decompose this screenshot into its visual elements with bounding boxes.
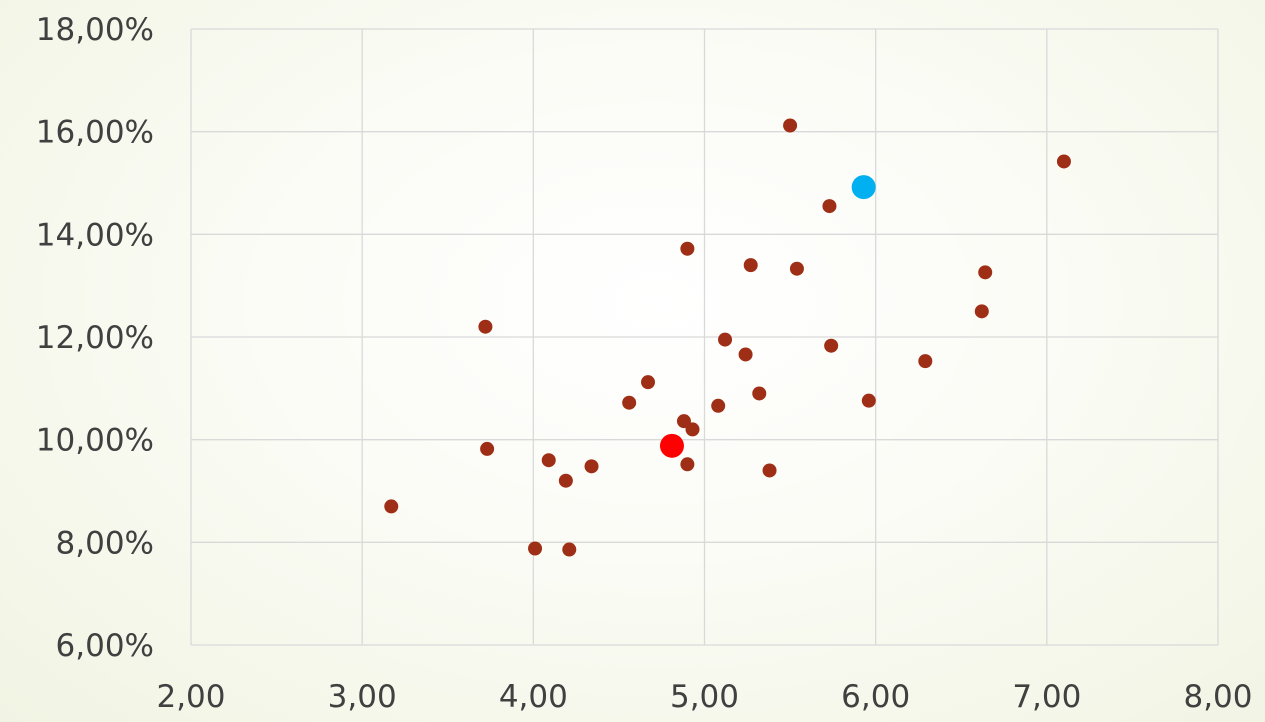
- data-point: [861, 393, 876, 408]
- data-point: [478, 319, 493, 334]
- data-point: [685, 422, 700, 437]
- data-point: [789, 261, 804, 276]
- y-tick-label: 16,00%: [36, 115, 154, 151]
- data-point: [783, 118, 798, 133]
- data-point: [528, 541, 543, 556]
- y-tick-label: 14,00%: [36, 217, 154, 253]
- y-tick-label: 8,00%: [56, 525, 154, 561]
- highlight-data-point: [851, 175, 876, 200]
- data-point: [584, 459, 599, 474]
- data-point: [824, 338, 839, 353]
- y-tick-label: 10,00%: [36, 423, 154, 459]
- data-point: [384, 499, 399, 514]
- tick-labels: 2,00 3,00 4,00 5,00 6,00 7,00 8,00 6,00% 8,00% 10…: [36, 12, 1253, 715]
- data-point: [974, 304, 989, 319]
- data-point: [541, 453, 556, 468]
- data-point: [480, 441, 495, 456]
- data-point: [718, 332, 733, 347]
- data-point: [680, 457, 695, 472]
- x-tick-label: 6,00: [841, 679, 910, 715]
- data-point: [822, 199, 837, 214]
- data-point: [978, 265, 993, 280]
- data-point: [711, 398, 726, 413]
- data-point: [558, 473, 573, 488]
- highlight-data-point: [659, 433, 684, 458]
- y-tick-label: 12,00%: [36, 320, 154, 356]
- data-point: [1056, 154, 1071, 169]
- y-tick-label: 18,00%: [36, 12, 154, 48]
- x-tick-label: 4,00: [499, 679, 568, 715]
- data-point: [622, 395, 637, 410]
- gridlines: [190, 28, 1219, 646]
- x-tick-label: 8,00: [1183, 679, 1252, 715]
- data-point: [641, 375, 656, 390]
- x-tick-label: 2,00: [156, 679, 225, 715]
- x-tick-label: 5,00: [670, 679, 739, 715]
- data-points: [384, 118, 1071, 557]
- data-point: [752, 386, 767, 401]
- x-tick-label: 7,00: [1012, 679, 1081, 715]
- x-tick-label: 3,00: [328, 679, 397, 715]
- y-tick-label: 6,00%: [56, 628, 154, 664]
- data-point: [562, 542, 577, 557]
- data-point: [680, 241, 695, 256]
- data-point: [743, 258, 758, 273]
- data-point: [738, 347, 753, 362]
- data-point: [762, 463, 777, 478]
- data-point: [918, 354, 933, 369]
